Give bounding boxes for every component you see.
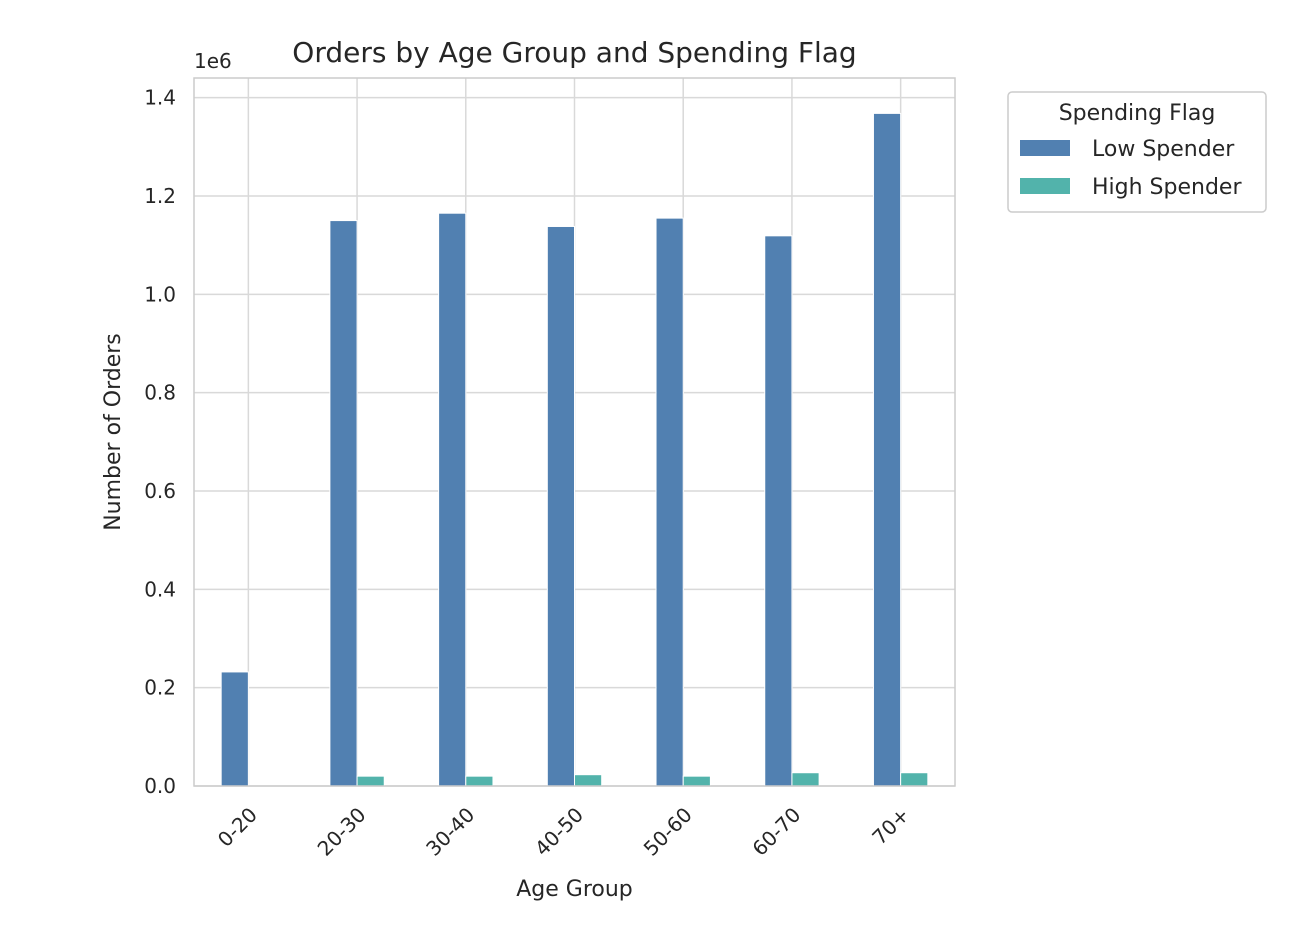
legend-swatch-high-spender bbox=[1020, 178, 1070, 194]
legend-items: Low Spender High Spender bbox=[1020, 137, 1242, 200]
x-tick-label: 20-30 bbox=[313, 803, 371, 861]
bar-low-spender-0-20 bbox=[220, 671, 249, 787]
y-tick-label: 0.2 bbox=[144, 676, 176, 700]
bars-layer bbox=[220, 112, 929, 787]
y-tick-label: 1.0 bbox=[144, 282, 176, 306]
bar-high-spender-20-30 bbox=[356, 775, 385, 787]
chart-title: Orders by Age Group and Spending Flag bbox=[292, 36, 856, 69]
x-tick-label: 70+ bbox=[867, 803, 914, 850]
x-tick-label: 30-40 bbox=[421, 803, 479, 861]
y-tick-label: 0.4 bbox=[144, 577, 176, 601]
x-tick-label: 40-50 bbox=[530, 803, 588, 861]
bar-low-spender-70+ bbox=[872, 112, 902, 787]
y-tick-label: 1.2 bbox=[144, 184, 176, 208]
legend-label-high-spender: High Spender bbox=[1092, 175, 1242, 200]
bar-high-spender-30-40 bbox=[465, 775, 494, 787]
bar-low-spender-30-40 bbox=[438, 212, 467, 787]
bar-low-spender-60-70 bbox=[764, 235, 793, 787]
legend-title: Spending Flag bbox=[1059, 101, 1216, 126]
x-tick-labels: 0-20 20-30 30-40 40-50 50-60 60-70 70+ bbox=[213, 803, 914, 861]
x-tick-label: 60-70 bbox=[747, 803, 805, 861]
bar-low-spender-50-60 bbox=[655, 217, 684, 787]
y-tick-labels: 0.0 0.2 0.4 0.6 0.8 1.0 1.2 1.4 bbox=[144, 86, 176, 798]
legend-label-low-spender: Low Spender bbox=[1092, 137, 1235, 162]
legend-swatch-low-spender bbox=[1020, 140, 1070, 156]
y-tick-label: 1.4 bbox=[144, 86, 176, 110]
bar-high-spender-60-70 bbox=[791, 772, 820, 787]
x-tick-label: 0-20 bbox=[213, 803, 262, 852]
legend-box bbox=[1007, 91, 1267, 213]
y-offset-label: 1e6 bbox=[194, 49, 232, 73]
bar-high-spender-40-50 bbox=[574, 774, 603, 787]
x-axis-label: Age Group bbox=[516, 877, 633, 902]
x-tick-label: 50-60 bbox=[639, 803, 697, 861]
bar-high-spender-70+ bbox=[900, 772, 929, 787]
bar-low-spender-40-50 bbox=[546, 225, 575, 787]
y-tick-label: 0.0 bbox=[144, 774, 176, 798]
legend: Spending Flag Low Spender High Spender bbox=[1007, 91, 1267, 213]
y-tick-label: 0.6 bbox=[144, 479, 176, 503]
bar-low-spender-20-30 bbox=[329, 220, 358, 787]
y-tick-label: 0.8 bbox=[144, 381, 176, 405]
plot-frame bbox=[193, 77, 956, 787]
y-axis-label: Number of Orders bbox=[101, 333, 126, 531]
bar-high-spender-50-60 bbox=[682, 775, 711, 787]
